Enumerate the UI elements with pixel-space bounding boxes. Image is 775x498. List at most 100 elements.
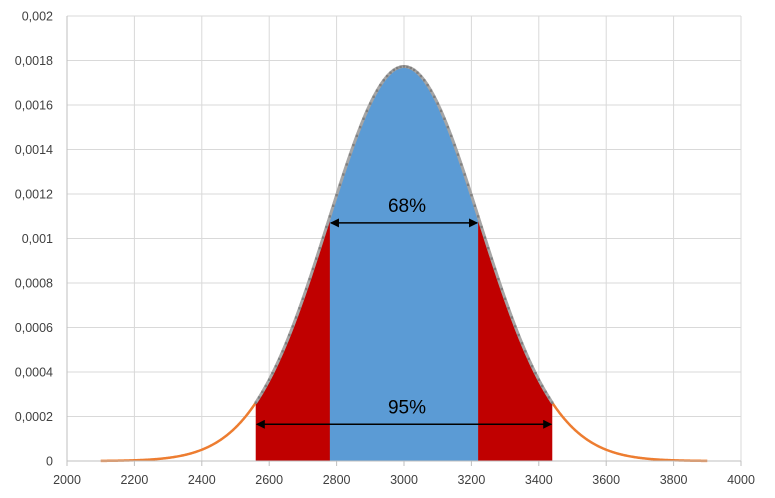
data-point-marker [264,384,268,388]
data-point-marker [500,287,503,291]
data-point-marker [544,390,547,394]
data-point-marker [365,109,369,113]
data-point-marker [278,357,281,361]
x-tick-label: 2200 [120,473,148,487]
y-tick-label: 0,0004 [15,366,53,380]
y-tick-label: 0,0012 [15,188,53,202]
data-point-marker [399,65,402,69]
data-point-marker [274,365,278,368]
data-point-marker [466,183,470,187]
y-tick-label: 0,002 [22,10,53,24]
data-point-marker [493,267,497,271]
x-tick-label: 2000 [53,473,81,487]
curve-layer [100,64,708,463]
data-point-marker [385,74,389,78]
data-point-marker [342,173,345,176]
data-point-marker [443,117,446,120]
data-point-marker [372,95,375,99]
x-tick-label: 3200 [457,473,485,487]
data-point-marker [396,66,399,70]
axis-layer: 0 0,0002 0,0004 0,0006 0,0008 0,001 0,0012 0,00… [15,10,755,488]
data-point-marker [547,396,551,399]
data-point-marker [271,371,274,375]
data-point-marker [308,277,311,281]
data-point-marker [318,247,321,250]
data-point-marker [281,350,284,353]
data-point-marker [348,153,352,156]
data-point-marker [392,68,396,72]
data-point-marker [449,134,453,138]
data-point-marker [294,316,298,319]
data-point-marker [358,125,362,129]
data-point-marker [345,163,348,166]
data-point-marker [379,83,382,87]
y-tick-label: 0,0016 [15,99,53,113]
data-point-marker [473,204,476,207]
data-point-marker [389,71,392,74]
x-tick-label: 2800 [323,473,351,487]
data-point-marker [429,89,433,92]
x-tick-label: 2400 [188,473,216,487]
data-point-marker [288,333,291,337]
data-point-marker [497,277,500,281]
y-tick-label: 0,0002 [15,410,53,424]
range-percent-label: 95% [388,397,426,418]
data-point-marker [537,378,540,381]
x-tick-label: 3000 [390,473,418,487]
y-tick-label: 0,0018 [15,54,53,68]
data-point-marker [412,68,416,72]
data-point-marker [463,173,466,176]
data-point-marker [524,350,527,353]
data-point-marker [406,65,409,69]
data-point-marker [446,125,450,129]
y-tick-label: 0,001 [22,232,53,246]
data-point-marker [551,401,554,404]
data-point-marker [514,325,517,328]
data-point-marker [456,153,460,156]
data-point-marker [426,83,429,87]
data-point-marker [382,79,385,82]
data-point-marker [534,371,537,375]
annotation-layer: 68% 95% [255,196,553,429]
range-percent-label: 68% [388,196,426,217]
area-layer [255,66,553,462]
data-point-marker [520,342,524,345]
data-point-marker [487,247,490,250]
y-tick-label: 0,0014 [15,143,53,157]
data-point-marker [352,143,355,147]
data-point-marker [503,297,507,301]
data-point-marker [335,194,338,197]
data-point-marker [298,307,301,310]
x-tick-label: 3800 [660,473,688,487]
data-point-marker [254,401,257,404]
data-point-marker [305,287,308,291]
data-point-marker [325,225,328,229]
x-tick-label: 3400 [525,473,553,487]
y-tick-label: 0 [46,455,53,469]
data-point-marker [419,74,423,78]
data-point-marker [369,102,372,105]
x-tick-label: 4000 [727,473,755,487]
data-point-marker [315,257,318,260]
data-point-marker [355,134,359,138]
data-point-marker [490,257,493,260]
x-tick-label: 3600 [592,473,620,487]
data-point-marker [507,307,510,310]
data-point-marker [476,215,480,218]
data-point-marker [338,183,342,187]
data-point-marker [460,163,463,166]
x-tick-label: 2600 [255,473,283,487]
data-point-marker [439,109,443,113]
data-point-marker [453,143,456,147]
data-point-marker [530,365,534,368]
data-point-marker [540,384,544,388]
data-point-marker [527,357,530,361]
data-point-marker [261,390,264,394]
data-point-marker [423,79,426,82]
data-point-marker [332,204,335,207]
data-point-marker [301,297,305,301]
y-tick-label: 0,0008 [15,277,53,291]
data-point-marker [483,236,487,239]
data-point-marker [268,378,271,381]
